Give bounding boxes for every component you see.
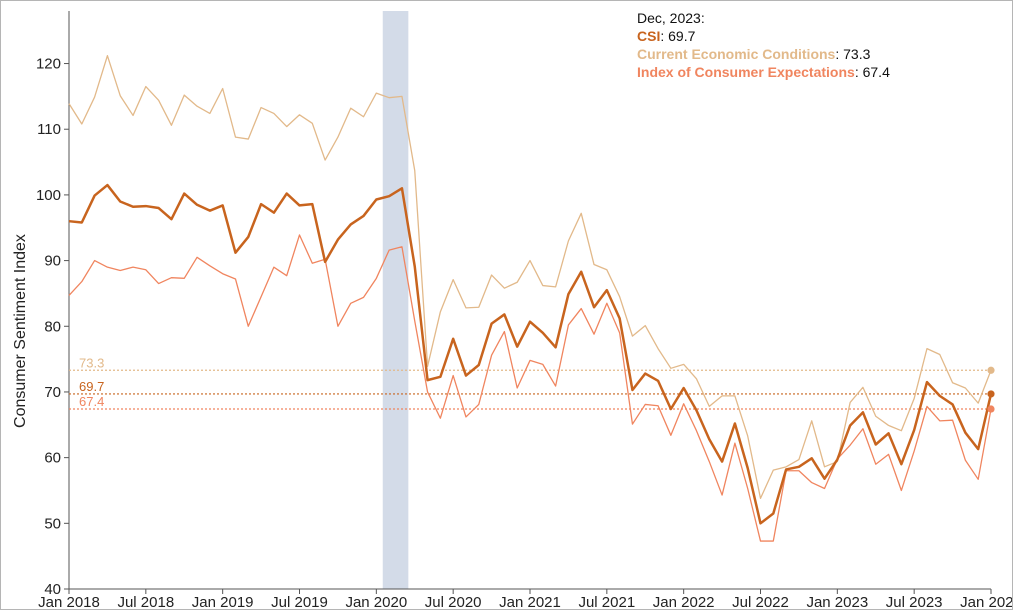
legend-entry-current-conditions-value: 73.3 — [843, 46, 870, 62]
x-tick-label: Jan 2018 — [38, 594, 100, 609]
series-line-csi — [68, 183, 993, 525]
y-tick-label: 50 — [44, 515, 61, 532]
series-endpoint-marker — [987, 405, 995, 413]
series-line-current-economic-conditions — [68, 55, 992, 500]
reference-line-label: 69.7 — [79, 379, 104, 394]
x-tick-label: Jul 2023 — [886, 594, 943, 609]
legend-entry-current-conditions-name: Current Economic Conditions — [637, 46, 836, 62]
x-tick-label: Jul 2021 — [578, 594, 635, 609]
legend-title: Dec, 2023: — [637, 10, 705, 26]
y-tick-label: 40 — [44, 581, 61, 598]
y-tick-label: 120 — [36, 56, 61, 73]
legend-entry-expectations: Index of Consumer Expectations: 67.4 — [637, 64, 890, 80]
x-tick-label: Jul 2019 — [271, 594, 328, 609]
series-line-index-of-consumer-expectations — [68, 234, 992, 542]
legend-entry-expectations-value: 67.4 — [863, 64, 890, 80]
x-tick-label: Jan 2021 — [499, 594, 561, 609]
x-tick-label: Jan 2023 — [806, 594, 868, 609]
legend-entry-csi-value: 69.7 — [668, 28, 695, 44]
x-tick-label: Jul 2020 — [425, 594, 482, 609]
x-tick-label: Jan 2022 — [653, 594, 715, 609]
x-tick-label: Jan 2020 — [345, 594, 407, 609]
reference-line-label: 67.4 — [79, 394, 104, 409]
legend-entry-expectations-name: Index of Consumer Expectations — [637, 64, 855, 80]
legend-entry-current-conditions: Current Economic Conditions: 73.3 — [637, 46, 871, 62]
series-endpoint-marker — [987, 390, 995, 398]
reference-line-label: 73.3 — [79, 355, 104, 370]
y-tick-label: 70 — [44, 384, 61, 401]
series-endpoint-marker — [987, 366, 995, 374]
legend: Dec, 2023: CSI: 69.7 Current Economic Co… — [637, 10, 890, 80]
y-tick-label: 60 — [44, 450, 61, 467]
x-tick-label: Jan 2019 — [192, 594, 254, 609]
x-tick-label: Jul 2018 — [117, 594, 174, 609]
legend-entry-csi: CSI: 69.7 — [637, 28, 696, 44]
x-tick-label: Jan 2024 — [960, 594, 1012, 609]
recession-shading — [382, 11, 409, 589]
y-axis-label: Consumer Sentiment Index — [12, 234, 29, 428]
y-tick-label: 100 — [36, 187, 61, 204]
y-tick-label: 90 — [44, 253, 61, 270]
legend-entry-csi-name: CSI — [637, 28, 660, 44]
y-tick-label: 80 — [44, 318, 61, 335]
y-tick-label: 110 — [37, 121, 61, 138]
x-tick-label: Jul 2022 — [732, 594, 789, 609]
